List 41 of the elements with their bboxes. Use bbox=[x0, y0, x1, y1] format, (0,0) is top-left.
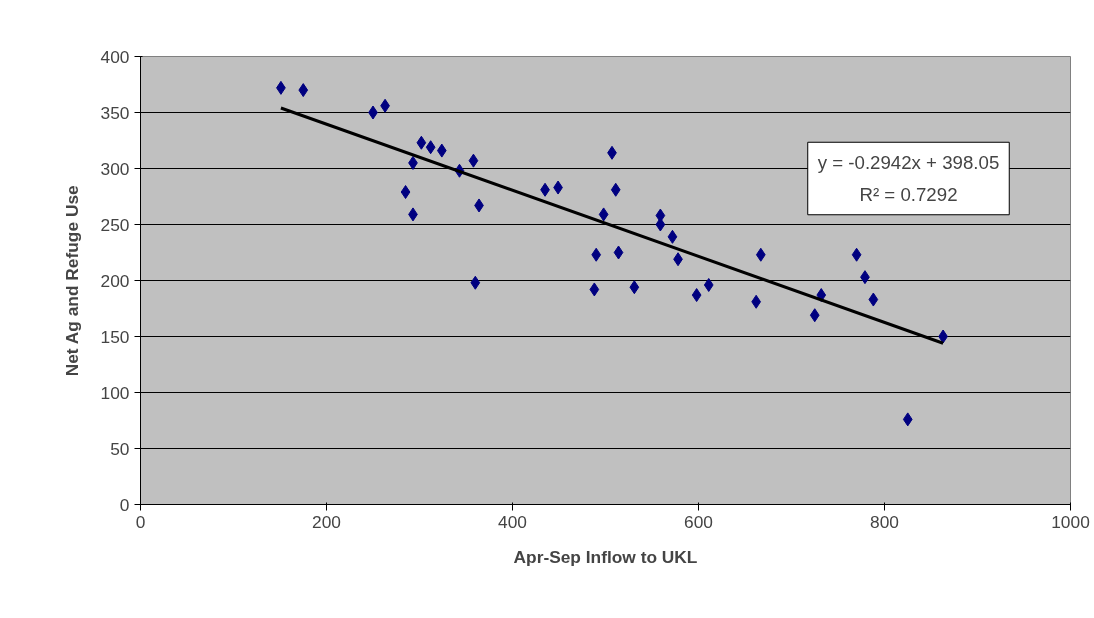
point bbox=[629, 280, 640, 295]
y-tick-label: 0 bbox=[119, 494, 130, 515]
point bbox=[468, 153, 479, 168]
x-tick-label: 400 bbox=[498, 511, 527, 532]
point bbox=[589, 282, 600, 297]
point bbox=[655, 217, 666, 232]
y-tick-label: 100 bbox=[100, 382, 130, 403]
point bbox=[755, 247, 766, 262]
y-tick-label: 150 bbox=[100, 326, 130, 347]
point bbox=[613, 245, 624, 260]
point bbox=[470, 275, 481, 290]
annotation: R² = 0.7292 bbox=[859, 183, 958, 205]
point bbox=[610, 182, 621, 197]
y-tick-label: 400 bbox=[100, 46, 130, 67]
x-tick-label: 1000 bbox=[1051, 511, 1090, 532]
y-tick-label: 50 bbox=[110, 438, 130, 459]
point bbox=[691, 288, 702, 303]
point bbox=[400, 185, 411, 200]
point bbox=[851, 247, 862, 262]
point bbox=[667, 229, 678, 244]
point bbox=[416, 135, 427, 150]
y-tick-label: 300 bbox=[100, 158, 130, 179]
x-tick-label: 600 bbox=[684, 511, 713, 532]
point bbox=[902, 412, 913, 427]
point bbox=[598, 207, 609, 222]
x-axis-title: Apr-Sep Inflow to UKL bbox=[513, 546, 698, 567]
point bbox=[703, 277, 714, 292]
y-tick-label: 250 bbox=[100, 214, 130, 235]
point bbox=[298, 83, 309, 98]
point bbox=[591, 247, 602, 262]
point bbox=[809, 308, 820, 323]
annotation: y = -0.2942x + 398.05 bbox=[817, 152, 1000, 174]
y-tick-label: 350 bbox=[100, 102, 130, 123]
y-axis-title: Net Ag and Refuge Use bbox=[61, 184, 82, 377]
point bbox=[425, 140, 436, 155]
x-tick-label: 800 bbox=[870, 511, 899, 532]
y-tick-label: 200 bbox=[100, 270, 130, 291]
point bbox=[868, 292, 879, 307]
x-tick-label: 0 bbox=[135, 511, 146, 532]
x-tick-label: 200 bbox=[312, 511, 341, 532]
point bbox=[436, 143, 447, 158]
